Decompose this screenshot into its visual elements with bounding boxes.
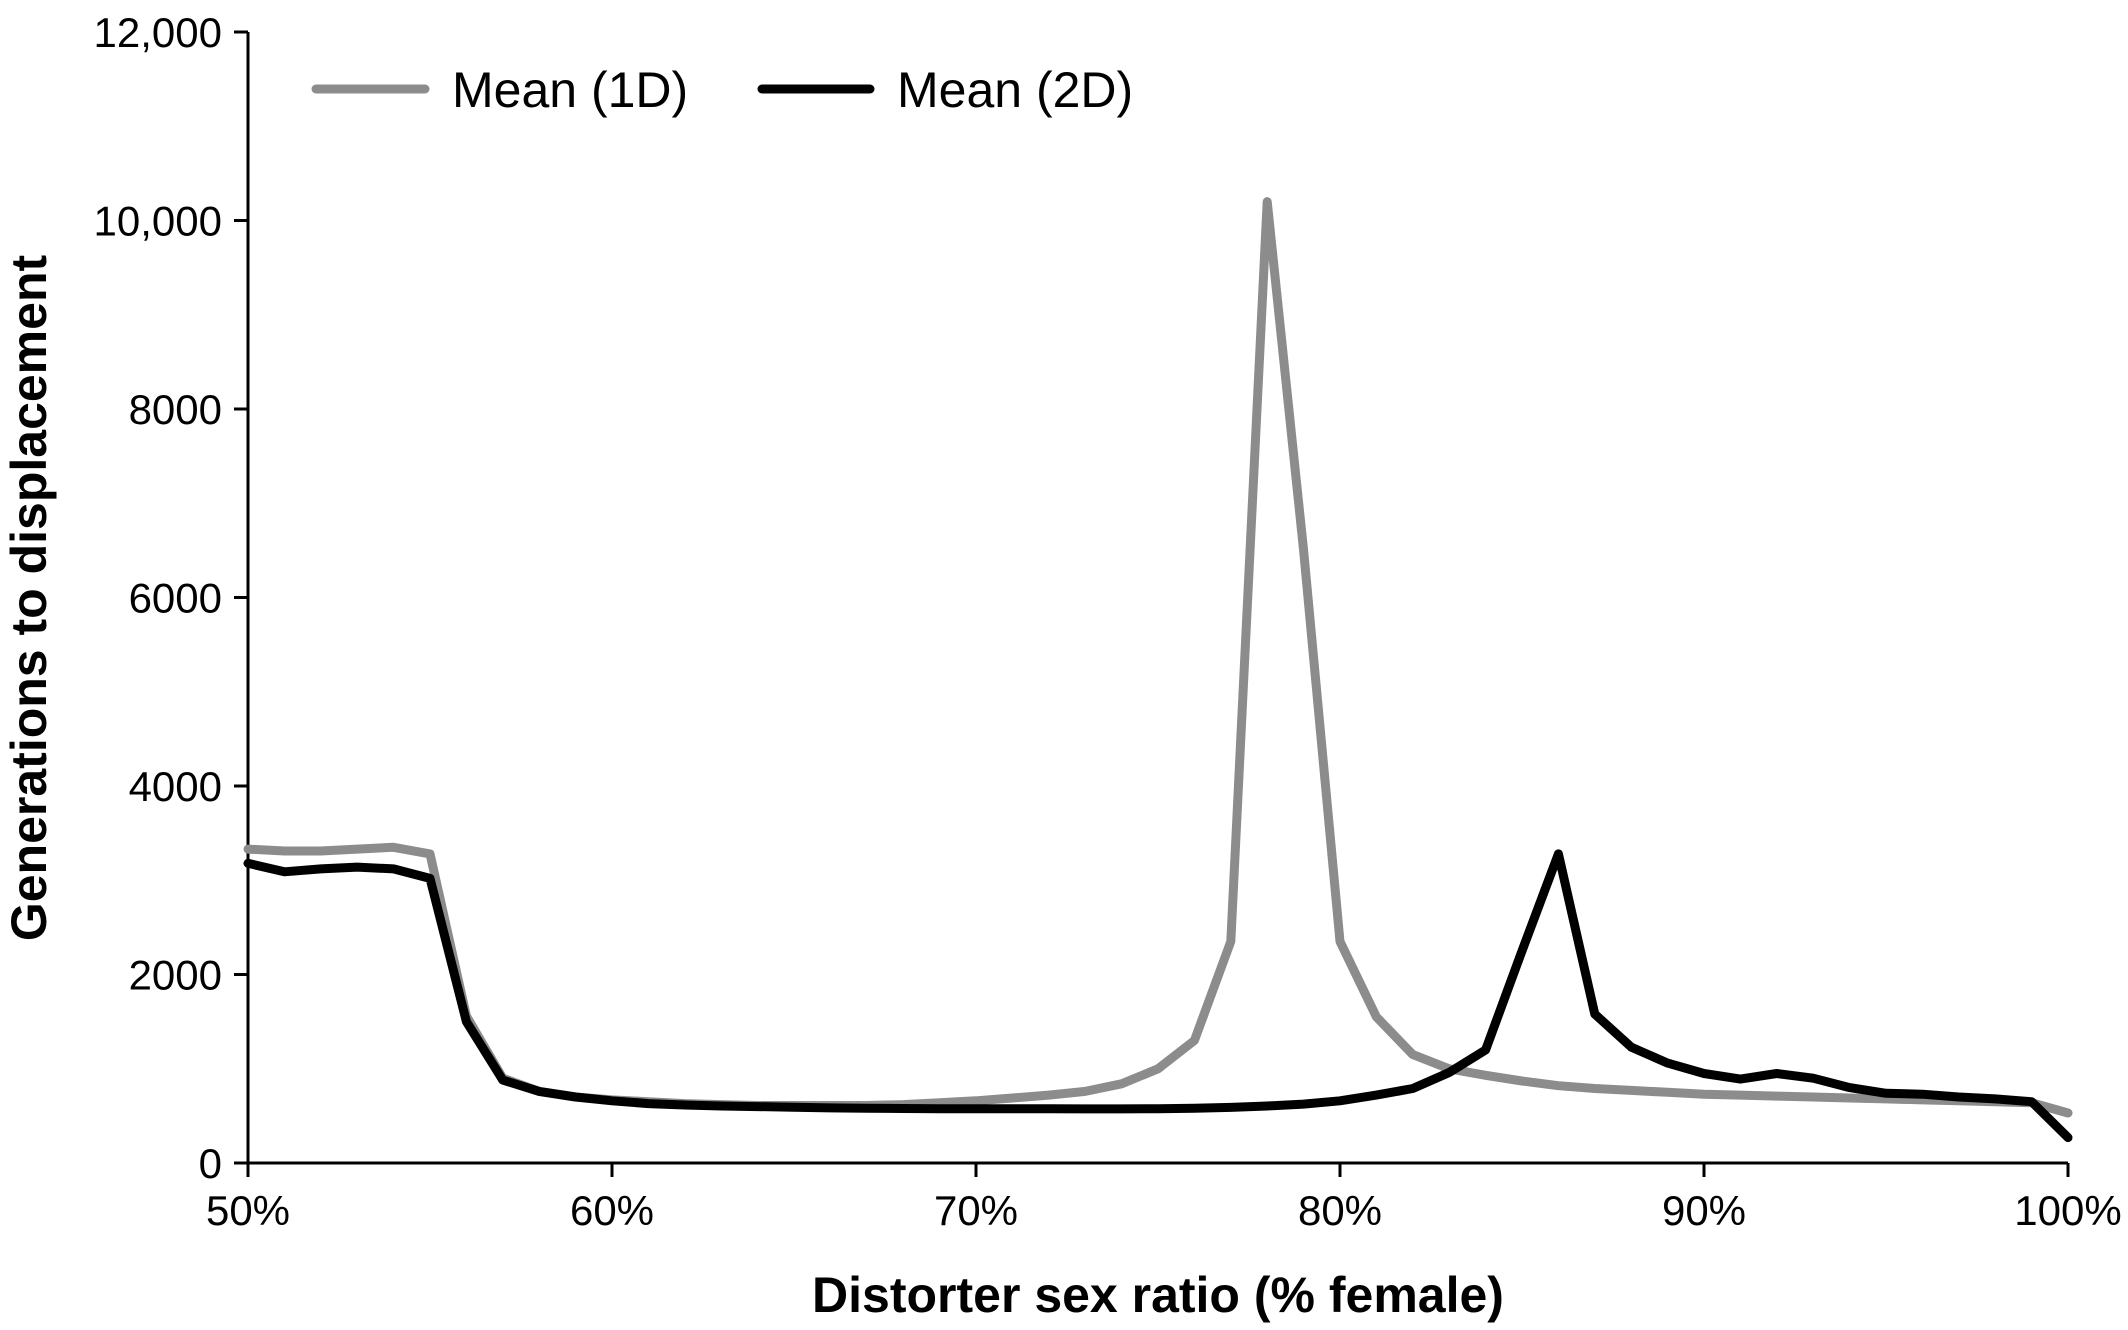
x-tick-label: 70%: [934, 1187, 1018, 1234]
x-tick-label: 90%: [1662, 1187, 1746, 1234]
x-tick-label: 60%: [570, 1187, 654, 1234]
y-axis-title: Generations to displacement: [1, 255, 57, 942]
legend: Mean (1D) Mean (2D): [311, 62, 1133, 118]
y-tick-label: 4000: [129, 763, 222, 810]
series-line-mean-2d: [243, 849, 2073, 1143]
y-tick-label: 0: [199, 1140, 222, 1187]
legend-label-mean-2d: Mean (2D): [897, 62, 1133, 118]
x-tick-label: 100%: [2014, 1187, 2121, 1234]
x-ticks: 50% 60% 70% 80% 90% 100%: [206, 1163, 2122, 1234]
legend-label-mean-1d: Mean (1D): [452, 62, 688, 118]
y-tick-label: 12,000: [94, 9, 222, 56]
y-ticks: 0 2000 4000 6000 8000 10,000 12,000: [94, 9, 248, 1187]
y-tick-label: 8000: [129, 386, 222, 433]
axes: [246, 32, 2068, 1165]
series-layer: [243, 197, 2073, 1143]
y-tick-label: 10,000: [94, 198, 222, 245]
x-tick-label: 50%: [206, 1187, 290, 1234]
y-tick-label: 6000: [129, 575, 222, 622]
series-line-mean-1d: [243, 197, 2073, 1118]
x-tick-label: 80%: [1298, 1187, 1382, 1234]
x-axis-title: Distorter sex ratio (% female): [812, 1267, 1504, 1323]
y-tick-label: 2000: [129, 952, 222, 999]
